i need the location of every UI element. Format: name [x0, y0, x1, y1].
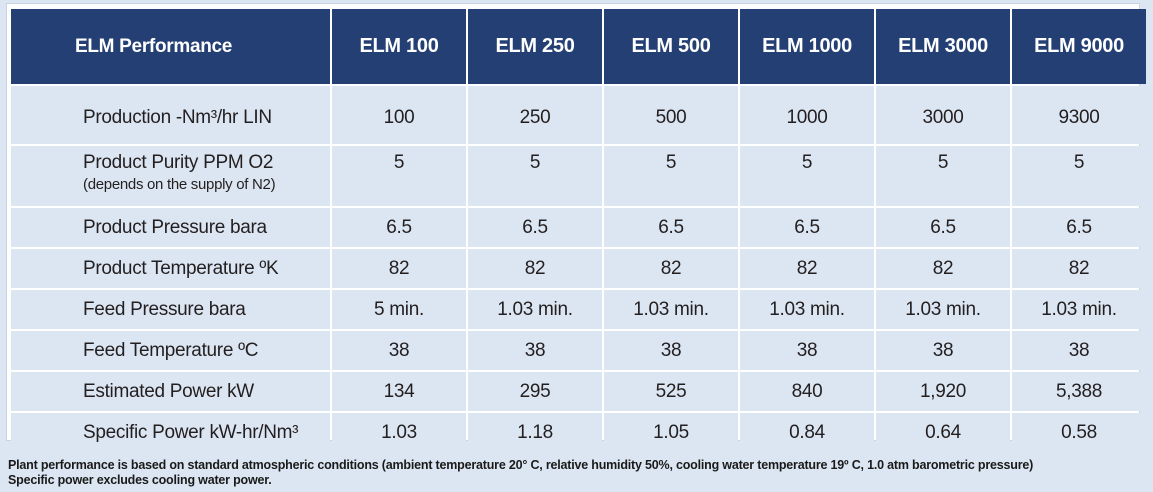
footnote-line-1: Plant performance is based on standard a…	[8, 458, 1034, 472]
row-label: Estimated Power kW	[11, 372, 330, 411]
row-label: Feed Pressure bara	[11, 290, 330, 329]
table-row: Product Temperature ºK 82 82 82 82 82 82	[11, 249, 1146, 288]
table-cell: 5	[740, 146, 874, 206]
table-cell: 38	[604, 331, 738, 370]
table-cell: 5	[332, 146, 466, 206]
table-cell: 38	[1012, 331, 1146, 370]
table-cell: 100	[332, 86, 466, 144]
table-cell: 840	[740, 372, 874, 411]
table-row: Product Pressure bara 6.5 6.5 6.5 6.5 6.…	[11, 208, 1146, 247]
table-cell: 250	[468, 86, 602, 144]
table-cell: 38	[468, 331, 602, 370]
table-cell: 1.18	[468, 413, 602, 452]
table-cell: 6.5	[604, 208, 738, 247]
table-cell: 6.5	[876, 208, 1010, 247]
table-cell: 82	[1012, 249, 1146, 288]
table-cell: 0.58	[1012, 413, 1146, 452]
table-cell: 82	[332, 249, 466, 288]
table-cell: 134	[332, 372, 466, 411]
table-cell: 1.03 min.	[740, 290, 874, 329]
row-label: Product Purity PPM O2	[83, 152, 274, 173]
table-cell: 38	[740, 331, 874, 370]
table-cell: 82	[876, 249, 1010, 288]
header-cell-elm-500: ELM 500	[604, 9, 738, 84]
table-cell: 1,920	[876, 372, 1010, 411]
table-cell: 1.03	[332, 413, 466, 452]
performance-table: ELM Performance ELM 100 ELM 250 ELM 500 …	[9, 7, 1148, 454]
table-cell: 1.03 min.	[876, 290, 1010, 329]
header-cell-title: ELM Performance	[11, 9, 330, 84]
table-cell: 6.5	[740, 208, 874, 247]
table-cell: 82	[604, 249, 738, 288]
table-cell: 3000	[876, 86, 1010, 144]
table-row: Estimated Power kW 134 295 525 840 1,920…	[11, 372, 1146, 411]
table-cell: 0.64	[876, 413, 1010, 452]
table-cell: 1000	[740, 86, 874, 144]
table-cell: 5	[876, 146, 1010, 206]
table-cell: 525	[604, 372, 738, 411]
table-cell: 9300	[1012, 86, 1146, 144]
table-row: Feed Temperature ºC 38 38 38 38 38 38	[11, 331, 1146, 370]
header-cell-elm-100: ELM 100	[332, 9, 466, 84]
row-label: Product Temperature ºK	[11, 249, 330, 288]
table-cell: 1.03 min.	[1012, 290, 1146, 329]
footnote: Plant performance is based on standard a…	[8, 458, 1033, 488]
table-cell: 0.84	[740, 413, 874, 452]
header-cell-elm-1000: ELM 1000	[740, 9, 874, 84]
table-cell: 5,388	[1012, 372, 1146, 411]
table-cell: 6.5	[332, 208, 466, 247]
row-label-cell: Product Purity PPM O2 (depends on the su…	[11, 146, 330, 206]
table-row: Specific Power kW-hr/Nm³ 1.03 1.18 1.05 …	[11, 413, 1146, 452]
table-cell: 38	[332, 331, 466, 370]
header-cell-elm-9000: ELM 9000	[1012, 9, 1146, 84]
footnote-line-2: Specific power excludes cooling water po…	[8, 473, 272, 487]
table-cell: 500	[604, 86, 738, 144]
table-cell: 6.5	[1012, 208, 1146, 247]
table-cell: 82	[740, 249, 874, 288]
table-cell: 5 min.	[332, 290, 466, 329]
table-row: Feed Pressure bara 5 min. 1.03 min. 1.03…	[11, 290, 1146, 329]
table-cell: 5	[1012, 146, 1146, 206]
row-label: Specific Power kW-hr/Nm³	[11, 413, 330, 452]
table-cell: 82	[468, 249, 602, 288]
table-cell: 5	[468, 146, 602, 206]
table-cell: 1.03 min.	[468, 290, 602, 329]
table-cell: 5	[604, 146, 738, 206]
performance-table-container: ELM Performance ELM 100 ELM 250 ELM 500 …	[6, 3, 1146, 452]
table-row: Production -Nm³/hr LIN 100 250 500 1000 …	[11, 86, 1146, 144]
table-cell: 1.05	[604, 413, 738, 452]
row-note: (depends on the supply of N2)	[83, 176, 276, 193]
table-row: Product Purity PPM O2 (depends on the su…	[11, 146, 1146, 206]
row-label: Production -Nm³/hr LIN	[11, 86, 330, 144]
table-cell: 1.03 min.	[604, 290, 738, 329]
header-cell-elm-250: ELM 250	[468, 9, 602, 84]
table-cell: 295	[468, 372, 602, 411]
row-label: Feed Temperature ºC	[11, 331, 330, 370]
table-cell: 38	[876, 331, 1010, 370]
table-cell: 6.5	[468, 208, 602, 247]
table-header-row: ELM Performance ELM 100 ELM 250 ELM 500 …	[11, 9, 1146, 84]
row-label: Product Pressure bara	[11, 208, 330, 247]
header-cell-elm-3000: ELM 3000	[876, 9, 1010, 84]
